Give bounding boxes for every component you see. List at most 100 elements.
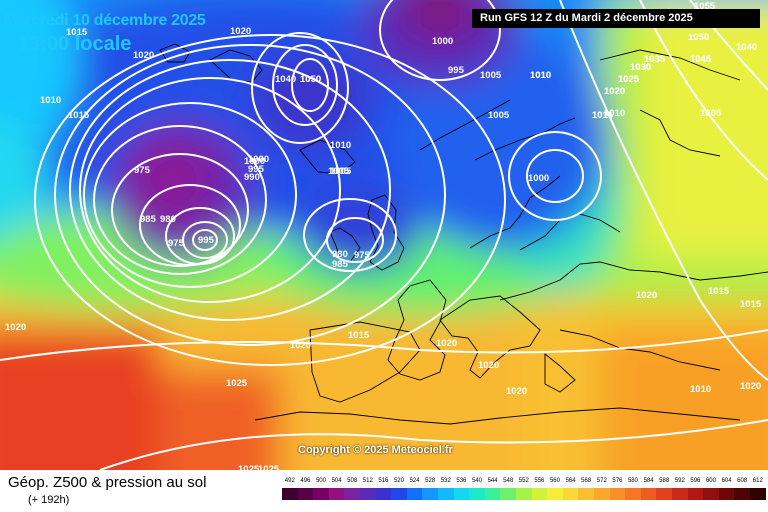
- legend-swatch: [563, 488, 579, 500]
- legend-swatch: [500, 488, 516, 500]
- legend-swatch: [688, 488, 704, 500]
- forecast-date: Mercredi 10 décembre 2025: [4, 12, 206, 30]
- legend-value: 504: [329, 478, 345, 484]
- isobar-label: 1025: [618, 74, 640, 85]
- isobar-label: 1005: [700, 108, 722, 119]
- isobar-label: 1045: [690, 54, 712, 65]
- legend-swatch: [360, 488, 376, 500]
- legend-value: 508: [344, 478, 360, 484]
- geopotential-field: [0, 0, 768, 470]
- isobar-label: 985: [332, 259, 349, 270]
- legend-value: 612: [750, 478, 766, 484]
- legend-swatch: [641, 488, 657, 500]
- legend-swatch: [282, 488, 298, 500]
- isobar-label: 1020: [506, 386, 527, 397]
- isobar-label: 1050: [688, 32, 709, 43]
- run-banner: Run GFS 12 Z du Mardi 2 décembre 2025: [472, 9, 760, 28]
- isobar-label: 1010: [330, 140, 351, 151]
- legend-swatch: [407, 488, 423, 500]
- legend-swatch: [469, 488, 485, 500]
- legend-swatch: [656, 488, 672, 500]
- isobar-label: 980: [160, 214, 176, 225]
- isobar-label: 1010: [530, 70, 551, 81]
- legend-value: 540: [469, 478, 485, 484]
- isobar-label: 1010: [690, 384, 711, 395]
- legend-value: 564: [563, 478, 579, 484]
- legend-swatch: [422, 488, 438, 500]
- legend-swatch: [454, 488, 470, 500]
- legend-swatch: [485, 488, 501, 500]
- legend-value: 572: [594, 478, 610, 484]
- legend-value: 600: [703, 478, 719, 484]
- legend-value: 500: [313, 478, 329, 484]
- legend-swatch: [344, 488, 360, 500]
- isobar-label: 1000: [244, 156, 265, 167]
- isobar-label: 1005: [480, 70, 502, 81]
- isobar-label: 1020: [604, 86, 625, 97]
- legend-value: 520: [391, 478, 407, 484]
- isobar-label: 1030: [630, 62, 651, 73]
- isobar-label: 1020: [636, 290, 657, 301]
- isobar-label: 1040: [736, 42, 757, 53]
- isobar-label: 1050: [300, 74, 321, 85]
- legend-value: 516: [376, 478, 392, 484]
- isobar-label: 975: [354, 250, 371, 261]
- isobar-label: 1020: [478, 360, 499, 371]
- legend-value: 580: [625, 478, 641, 484]
- legend-swatch: [376, 488, 392, 500]
- isobar-label: 1015: [740, 299, 762, 310]
- legend-value: 544: [485, 478, 501, 484]
- legend-value: 528: [422, 478, 438, 484]
- isobar-label: 1000: [432, 36, 453, 47]
- isobar-label: 1015: [592, 110, 614, 121]
- isobar-label: 1020: [290, 340, 311, 351]
- forecast-offset: (+ 192h): [28, 494, 69, 506]
- isobar-label: 995: [198, 235, 215, 246]
- isobar-label: 1000: [528, 173, 549, 184]
- map-title: Géop. Z500 & pression au sol: [8, 474, 206, 491]
- isobar-label: 1015: [348, 330, 370, 341]
- legend-swatch: [313, 488, 329, 500]
- legend-value: 608: [734, 478, 750, 484]
- legend-value: 576: [610, 478, 626, 484]
- legend-value: 556: [532, 478, 548, 484]
- legend-swatch: [329, 488, 345, 500]
- legend-swatch: [438, 488, 454, 500]
- legend-value: 532: [438, 478, 454, 484]
- legend-swatch: [610, 488, 626, 500]
- legend-value: 584: [641, 478, 657, 484]
- legend-value: 548: [500, 478, 516, 484]
- isobar-label: 1020: [230, 26, 251, 37]
- legend-value: 560: [547, 478, 563, 484]
- isobar-label: 1020: [436, 338, 457, 349]
- legend-value: 496: [298, 478, 314, 484]
- legend-swatch: [516, 488, 532, 500]
- legend-swatch: [625, 488, 641, 500]
- legend-swatch: [578, 488, 594, 500]
- legend-swatch: [594, 488, 610, 500]
- legend-swatch: [532, 488, 548, 500]
- isobar-label: 1020: [133, 50, 154, 61]
- legend-swatch: [298, 488, 314, 500]
- legend-value: 604: [719, 478, 735, 484]
- legend-swatch: [719, 488, 735, 500]
- legend-swatch: [391, 488, 407, 500]
- isobar-label: 1015: [708, 286, 730, 297]
- legend-value: 536: [454, 478, 470, 484]
- isobar-label: 975: [134, 165, 151, 176]
- isobar-label: 985: [140, 214, 157, 225]
- legend-value: 492: [282, 478, 298, 484]
- legend-swatch: [734, 488, 750, 500]
- copyright-notice: Copyright © 2025 Meteociel.fr: [298, 444, 453, 456]
- isobar-label: 975: [168, 238, 185, 249]
- legend-value: 596: [688, 478, 704, 484]
- isobar-label: 1005: [488, 110, 510, 121]
- legend-value: 524: [407, 478, 423, 484]
- legend-value: 588: [656, 478, 672, 484]
- legend-value: 512: [360, 478, 376, 484]
- weather-map: 1000 1005 1010 1015 1020 1025 1030 1035 …: [0, 0, 768, 470]
- isobar-label: 1020: [5, 322, 26, 333]
- isobar-label: 1025: [226, 378, 248, 389]
- legend-value: 592: [672, 478, 688, 484]
